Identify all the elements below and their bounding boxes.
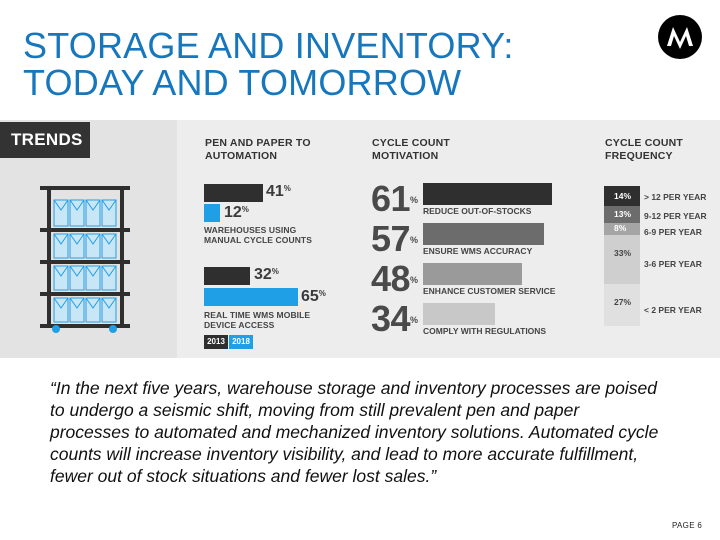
pen-paper-heading: PEN AND PAPER TO AUTOMATION <box>205 137 311 163</box>
frequency-stack: 14% 13% 8% 33% 27% <box>604 186 640 326</box>
realtime-2013-bar <box>204 267 250 285</box>
motivation-label-3: ENHANCE CUSTOMER SERVICE <box>423 286 556 296</box>
frequency-label-4: 3-6 PER YEAR <box>644 259 702 269</box>
page-number: PAGE 6 <box>672 521 703 530</box>
frequency-segment-1: 14% <box>604 186 640 206</box>
frequency-label-2: 9-12 PER YEAR <box>644 211 707 221</box>
realtime-2013-value: 32% <box>254 266 279 283</box>
motivation-value-1: 61% <box>371 178 419 219</box>
motivation-bar-2 <box>423 223 544 245</box>
pen-paper-heading-line-1: PEN AND PAPER TO <box>205 137 311 149</box>
frequency-segment-3: 8% <box>604 223 640 235</box>
title-line-2: TODAY AND TOMORROW <box>23 62 462 103</box>
trends-infographic: TRENDS PEN AN <box>0 120 720 358</box>
title-line-1: STORAGE AND INVENTORY: <box>23 25 514 66</box>
motivation-label-1: REDUCE OUT-OF-STOCKS <box>423 206 532 216</box>
legend-year-2018: 2018 <box>229 335 253 349</box>
motivation-value-4: 34% <box>371 298 419 339</box>
motivation-bar-4 <box>423 303 495 325</box>
frequency-segment-5: 27% <box>604 284 640 326</box>
realtime-access-label: REAL TIME WMS MOBILE DEVICE ACCESS <box>204 310 311 330</box>
slide-title: STORAGE AND INVENTORY: TODAY AND TOMORRO… <box>23 27 514 101</box>
manual-2013-value: 41% <box>266 183 291 200</box>
motivation-value-2: 57% <box>371 218 419 259</box>
legend-year-2013: 2013 <box>204 335 228 349</box>
trends-label: TRENDS <box>0 122 90 158</box>
frequency-label-5: < 2 PER YEAR <box>644 305 702 315</box>
frequency-label-1: > 12 PER YEAR <box>644 192 707 202</box>
motivation-bar-3 <box>423 263 522 285</box>
motivation-label-2: ENSURE WMS ACCURACY <box>423 246 533 256</box>
realtime-2018-value: 65% <box>301 288 326 305</box>
frequency-heading: CYCLE COUNT FREQUENCY <box>605 137 683 163</box>
manual-2013-bar <box>204 184 263 202</box>
warehouse-shelf-icon <box>40 186 130 333</box>
frequency-label-3: 6-9 PER YEAR <box>644 227 702 237</box>
frequency-heading-line-1: CYCLE COUNT <box>605 137 684 149</box>
manual-counts-label: WAREHOUSES USING MANUAL CYCLE COUNTS <box>204 225 312 245</box>
frequency-segment-2: 13% <box>604 206 640 223</box>
frequency-segment-4: 33% <box>604 235 640 284</box>
realtime-2018-bar <box>204 288 298 306</box>
pen-paper-heading-line-2: AUTOMATION <box>205 150 278 162</box>
frequency-heading-line-2: FREQUENCY <box>605 150 673 162</box>
motorola-logo-icon <box>658 15 702 59</box>
motivation-bar-1 <box>423 183 552 205</box>
motivation-heading-line-1: CYCLE COUNT <box>372 137 451 149</box>
shelving-illustration-area: TRENDS <box>0 120 177 358</box>
motivation-heading-line-2: MOTIVATION <box>372 150 439 162</box>
manual-2018-value: 12% <box>224 204 249 221</box>
motivation-label-4: COMPLY WITH REGULATIONS <box>423 326 547 336</box>
quote-text: “In the next five years, warehouse stora… <box>50 378 659 486</box>
motivation-value-3: 48% <box>371 258 419 299</box>
motivation-heading: CYCLE COUNT MOTIVATION <box>372 137 450 163</box>
manual-2018-bar <box>204 204 220 222</box>
